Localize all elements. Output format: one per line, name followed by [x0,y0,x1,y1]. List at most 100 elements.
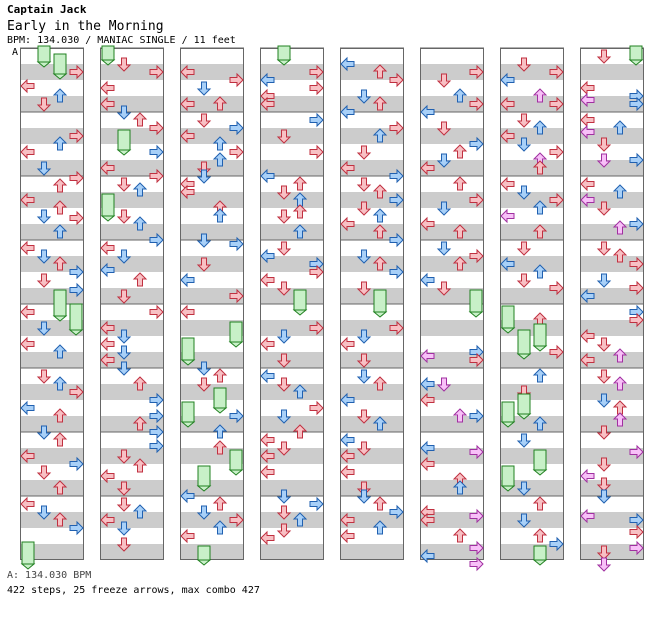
step-arrow [212,152,228,167]
step-arrow [372,208,388,223]
step-arrow [292,204,308,219]
step-arrow [69,264,84,280]
step-arrow [52,224,68,239]
step-arrow [629,312,644,328]
step-arrow [516,273,532,288]
step-arrow [516,113,532,128]
step-arrow [116,177,132,192]
step-arrow [580,176,595,192]
step-arrow [52,432,68,447]
step-arrow [149,438,164,454]
step-arrow [340,464,355,480]
step-arrow [420,104,435,120]
step-arrow [20,336,35,352]
step-arrow [116,481,132,496]
step-arrow [180,184,195,200]
step-arrow [132,112,148,127]
step-arrow [180,96,195,112]
step-arrow [20,144,35,160]
step-arrow [580,468,595,484]
step-arrow [116,497,132,512]
song-title: Early in the Morning [7,19,164,34]
step-arrow [580,288,595,304]
step-arrow [356,329,372,344]
step-arrow [389,72,404,88]
step-arrow [52,178,68,193]
step-arrow [420,512,435,528]
step-arrow [292,424,308,439]
step-arrow [132,272,148,287]
step-arrow [372,128,388,143]
step-arrow [212,96,228,111]
step-arrow [292,512,308,527]
chart-column [500,47,564,560]
step-arrow [340,104,355,120]
step-arrow [36,505,52,520]
step-arrow [292,176,308,191]
step-arrow [100,468,115,484]
step-arrow [149,304,164,320]
step-arrow [629,216,644,232]
step-arrow [420,272,435,288]
step-arrow [549,280,564,296]
step-arrow [116,129,132,156]
step-arrow [20,496,35,512]
step-arrow [596,489,612,504]
step-arrow [372,184,388,199]
step-arrow [549,96,564,112]
step-arrow [420,348,435,364]
step-arrow [372,376,388,391]
step-arrow [309,496,324,512]
step-arrow [532,200,548,215]
step-arrow [389,232,404,248]
step-arrow [180,337,196,366]
step-arrow [356,489,372,504]
step-arrow [132,376,148,391]
step-arrow [68,303,84,336]
step-arrow [372,289,388,318]
step-arrow [100,193,116,222]
step-arrow [340,160,355,176]
step-arrow [229,236,244,252]
step-arrow [340,528,355,544]
step-arrow [389,192,404,208]
step-arrow [180,488,195,504]
step-arrow [309,400,324,416]
step-arrow [260,72,275,88]
step-arrow [132,504,148,519]
step-arrow [389,320,404,336]
step-arrow [229,72,244,88]
step-arrow [596,273,612,288]
step-arrow [372,496,388,511]
step-arrow [116,249,132,264]
step-arrow [612,220,628,235]
step-arrow [372,416,388,431]
step-arrow [340,56,355,72]
step-arrow [212,368,228,383]
step-arrow [356,177,372,192]
step-arrow [612,184,628,199]
step-arrow [596,49,612,64]
step-arrow [532,120,548,135]
step-arrow [452,176,468,191]
step-arrow [69,170,84,186]
step-arrow [52,289,68,322]
step-arrow [436,281,452,296]
step-arrow [20,304,35,320]
step-arrow [52,136,68,151]
step-arrow [100,96,115,112]
step-arrow [100,320,115,336]
step-arrow [132,416,148,431]
step-arrow [149,64,164,80]
step-arrow [309,264,324,280]
step-arrow [260,336,275,352]
step-arrow [452,144,468,159]
step-arrow [469,64,484,80]
step-arrow [469,136,484,152]
step-arrow [580,328,595,344]
step-arrow [260,448,275,464]
step-arrow [532,323,548,352]
step-arrow [52,88,68,103]
step-arrow [100,512,115,528]
step-arrow [612,120,628,135]
